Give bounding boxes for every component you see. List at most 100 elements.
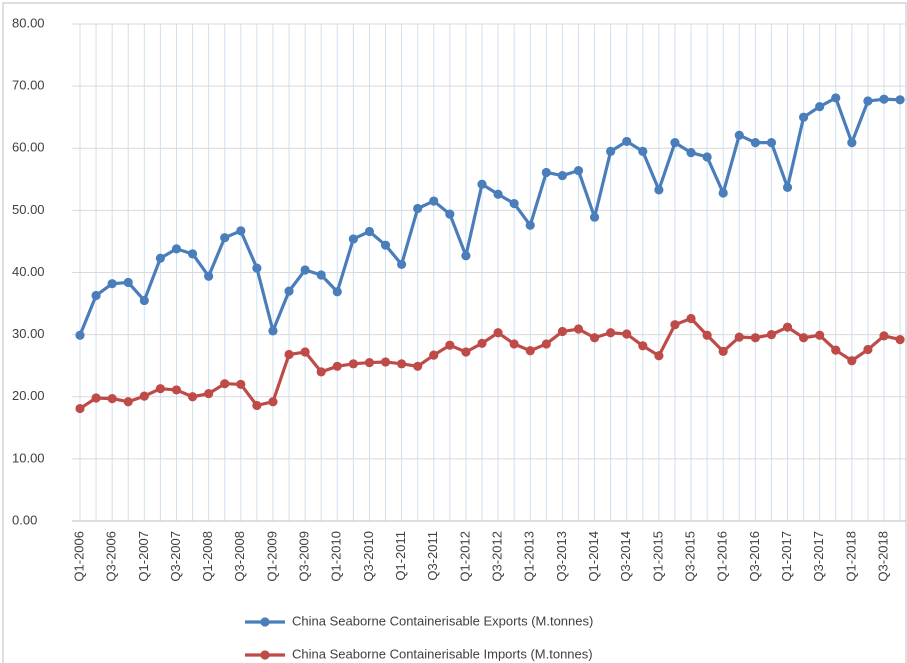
data-point <box>734 130 744 140</box>
y-tick-label: 60.00 <box>12 140 45 155</box>
y-tick-label: 50.00 <box>12 202 45 217</box>
legend-label: China Seaborne Containerisable Exports (… <box>292 613 593 628</box>
data-point <box>863 344 873 355</box>
data-point <box>622 136 632 147</box>
x-tick-label: Q3-2014 <box>618 531 633 582</box>
data-point <box>782 182 793 192</box>
x-tick-label: Q1-2015 <box>650 531 665 582</box>
data-point <box>799 333 809 343</box>
x-tick-label: Q1-2018 <box>843 531 858 582</box>
data-point <box>863 96 873 106</box>
x-tick-label: Q3-2015 <box>682 531 697 582</box>
x-tick-label: Q1-2009 <box>264 531 279 582</box>
y-tick-label: 70.00 <box>12 78 45 93</box>
data-point <box>782 322 793 332</box>
data-point <box>895 334 905 345</box>
x-tick-label: Q3-2012 <box>490 531 505 582</box>
data-point <box>413 361 423 371</box>
data-point <box>252 263 262 273</box>
data-point <box>879 331 889 341</box>
data-point <box>123 397 133 407</box>
data-point <box>236 379 246 389</box>
data-point <box>364 226 375 237</box>
x-tick-label: Q3-2017 <box>811 531 826 582</box>
data-point <box>364 357 375 368</box>
x-tick-label: Q3-2007 <box>168 531 183 582</box>
data-point <box>445 340 455 350</box>
data-point <box>541 167 551 178</box>
x-tick-label: Q1-2013 <box>522 531 537 582</box>
x-tick-label: Q1-2011 <box>393 531 408 581</box>
data-point <box>606 146 616 156</box>
x-tick-label: Q3-2008 <box>232 531 247 582</box>
data-point <box>123 277 133 288</box>
data-point <box>573 166 584 176</box>
data-point <box>895 95 905 105</box>
data-point <box>380 240 391 250</box>
data-point <box>493 189 503 199</box>
legend-marker <box>260 617 270 627</box>
data-point <box>638 341 648 351</box>
x-tick-label: Q3-2009 <box>297 531 312 582</box>
data-point <box>847 356 857 366</box>
data-point <box>268 326 278 336</box>
data-point <box>734 332 744 342</box>
data-point <box>477 179 487 189</box>
data-point <box>429 350 439 360</box>
data-point <box>155 384 165 394</box>
data-point <box>509 198 519 209</box>
data-point <box>397 259 407 270</box>
data-point <box>300 347 310 357</box>
data-point <box>557 326 568 337</box>
data-point <box>268 397 278 407</box>
series-line <box>79 316 901 410</box>
data-point <box>509 339 519 349</box>
data-point <box>332 287 342 297</box>
x-tick-label: Q3-2010 <box>361 531 376 582</box>
x-tick-label: Q1-2006 <box>71 531 86 582</box>
data-point <box>461 251 471 261</box>
data-point <box>380 357 391 367</box>
data-point <box>187 249 198 259</box>
data-point <box>654 185 664 195</box>
data-point <box>284 286 294 296</box>
y-tick-label: 0.00 <box>12 512 37 527</box>
data-point <box>847 138 857 148</box>
data-point <box>686 147 696 158</box>
data-point <box>606 328 616 338</box>
data-point <box>461 347 471 357</box>
data-point <box>718 346 728 356</box>
data-point <box>155 253 165 263</box>
data-point <box>107 279 117 289</box>
data-point <box>348 234 358 244</box>
data-point <box>75 403 85 414</box>
x-tick-label: Q1-2012 <box>457 531 472 582</box>
data-point <box>589 333 600 343</box>
y-tick-label: 30.00 <box>12 326 45 341</box>
data-point <box>718 188 728 198</box>
data-point <box>204 271 214 281</box>
legend-label: China Seaborne Containerisable Imports (… <box>292 646 593 661</box>
x-tick-label: Q1-2008 <box>200 531 215 582</box>
y-tick-label: 40.00 <box>12 264 45 279</box>
data-point <box>171 385 182 395</box>
series-line <box>78 96 901 336</box>
data-point <box>670 138 680 148</box>
data-point <box>622 329 632 339</box>
data-point <box>413 203 423 214</box>
data-point <box>573 324 584 334</box>
data-point <box>766 138 777 148</box>
data-point <box>766 330 777 340</box>
data-point <box>91 393 101 403</box>
data-point <box>702 330 712 340</box>
x-tick-label: Q3-2011 <box>425 531 440 581</box>
data-point <box>686 313 696 324</box>
data-point <box>236 226 246 236</box>
legend-marker <box>260 650 270 660</box>
data-point <box>107 394 117 404</box>
data-point <box>187 392 198 402</box>
x-tick-label: Q1-2014 <box>586 531 601 582</box>
data-point <box>445 209 455 219</box>
data-point <box>348 359 358 369</box>
